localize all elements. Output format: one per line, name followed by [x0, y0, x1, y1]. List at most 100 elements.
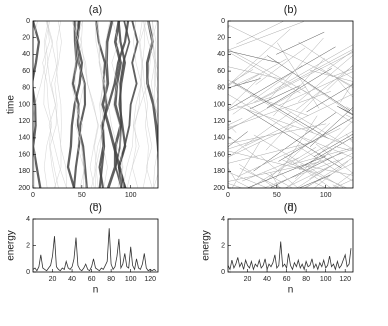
streak: [369, 25, 388, 81]
streak: [298, 175, 331, 188]
y-tick-label: 200: [213, 185, 225, 192]
streak: [46, 21, 67, 188]
streak: [298, 146, 353, 182]
y-tick-label: 0: [221, 269, 225, 276]
x-tick-label: 40: [263, 276, 271, 283]
streak: [106, 21, 123, 188]
streak: [354, 135, 388, 170]
streak: [228, 78, 261, 89]
streak: [382, 144, 388, 167]
y-tick-label: 20: [22, 35, 30, 42]
x-tick-label: 0: [31, 192, 35, 199]
streak: [75, 21, 86, 188]
streak: [276, 31, 325, 55]
streak: [101, 21, 127, 188]
y-tick-label: 40: [217, 51, 225, 58]
streak: [313, 181, 327, 188]
panel-title: (c): [89, 202, 102, 214]
streak: [244, 93, 353, 147]
streak: [303, 137, 353, 158]
y-tick-label: 2: [221, 242, 225, 249]
streak: [266, 55, 351, 111]
streak: [299, 136, 353, 169]
x-tick-label: 20: [244, 276, 252, 283]
streak: [228, 25, 229, 27]
x-axis-label: n: [93, 285, 99, 296]
y-tick-label: 100: [18, 101, 30, 108]
x-tick-label: 80: [302, 276, 310, 283]
streak: [94, 21, 107, 188]
streak: [51, 21, 62, 188]
y-tick-label: 20: [217, 35, 225, 42]
streak: [228, 50, 280, 64]
streak: [231, 141, 261, 188]
streak: [327, 50, 353, 70]
streak: [150, 30, 220, 55]
streak: [95, 21, 108, 188]
image-area: [79, 21, 388, 212]
streak: [374, 62, 388, 127]
streak: [288, 147, 353, 166]
panel-title: (a): [89, 4, 102, 16]
x-axis-label: n: [93, 201, 99, 212]
streak: [228, 24, 334, 77]
streak: [228, 86, 307, 131]
streak: [298, 148, 353, 170]
streak: [228, 123, 327, 144]
streak: [319, 67, 353, 89]
y-tick-label: 0: [221, 18, 225, 25]
streak: [345, 133, 353, 144]
streak: [315, 143, 353, 174]
streak: [355, 51, 388, 96]
streak: [228, 69, 254, 85]
streak: [119, 38, 205, 92]
streak: [228, 73, 260, 89]
streak: [228, 183, 243, 188]
streak: [253, 134, 345, 188]
streak: [300, 164, 353, 176]
x-tick-label: 80: [107, 276, 115, 283]
streak: [333, 74, 353, 98]
x-tick-label: 60: [283, 276, 291, 283]
streak: [299, 88, 353, 124]
streak: [370, 133, 388, 167]
x-tick-label: 0: [226, 192, 230, 199]
x-tick-label: 100: [125, 192, 137, 199]
streak: [79, 91, 196, 116]
streak: [228, 21, 304, 51]
streak: [270, 185, 273, 188]
streak: [111, 21, 124, 188]
streak: [352, 103, 353, 105]
energy-line: [32, 228, 157, 272]
streak: [99, 21, 110, 188]
streak: [350, 139, 353, 141]
y-tick-label: 120: [213, 118, 225, 125]
streak: [228, 150, 318, 174]
streak: [336, 77, 353, 87]
y-tick-label: 140: [213, 135, 225, 142]
x-tick-label: 120: [144, 276, 156, 283]
x-tick-label: 50: [273, 192, 281, 199]
streak: [309, 152, 353, 179]
streak: [371, 86, 388, 141]
streak: [228, 46, 336, 110]
x-tick-label: 60: [88, 276, 96, 283]
streak: [95, 21, 123, 188]
y-tick-label: 180: [18, 168, 30, 175]
streak: [228, 91, 331, 129]
streak: [363, 46, 388, 91]
streak: [112, 105, 212, 157]
panel-title: (d): [284, 202, 297, 214]
streak: [308, 83, 353, 115]
streak: [298, 41, 353, 79]
streak: [336, 105, 353, 115]
streak: [147, 21, 158, 121]
streak: [228, 171, 269, 188]
streak: [332, 184, 340, 188]
streak: [305, 157, 353, 188]
streak: [376, 143, 388, 166]
streak: [356, 157, 388, 212]
x-axis-label: n: [288, 201, 294, 212]
streak: [228, 28, 291, 86]
